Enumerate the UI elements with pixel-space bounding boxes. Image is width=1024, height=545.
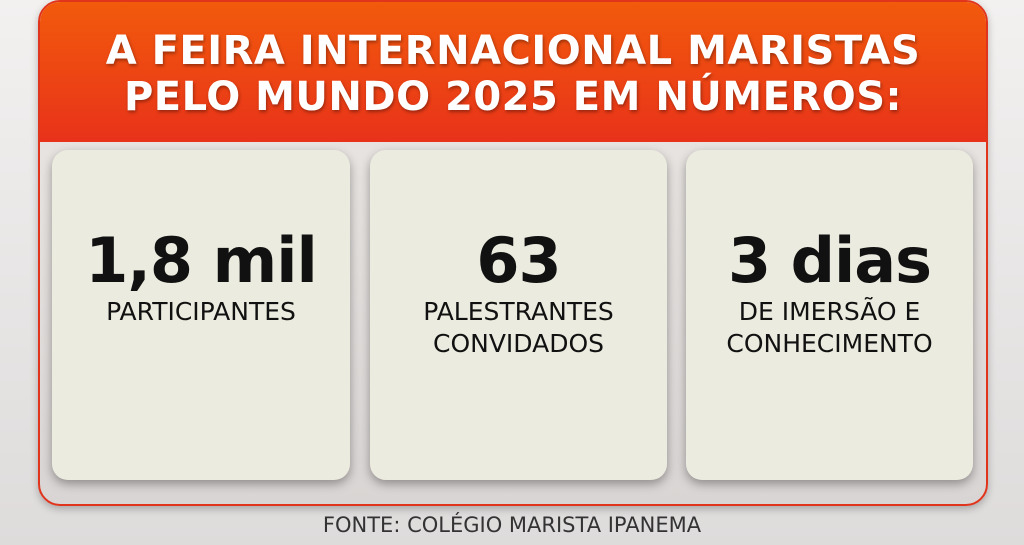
stat-value: 3 dias — [727, 224, 932, 297]
stat-card: 63 PALESTRANTES CONVIDADOS — [370, 150, 667, 480]
source-note: FONTE: COLÉGIO MARISTA IPANEMA — [322, 513, 702, 537]
infographic-frame: A FEIRA INTERNACIONAL MARISTAS PELO MUND… — [38, 0, 988, 506]
header: A FEIRA INTERNACIONAL MARISTAS PELO MUND… — [40, 2, 986, 142]
title-line: A FEIRA INTERNACIONAL MARISTAS — [105, 28, 921, 74]
stat-card: 1,8 mil PARTICIPANTES — [52, 150, 350, 480]
stat-value: 1,8 mil — [85, 224, 318, 297]
stat-value: 63 — [476, 224, 561, 297]
title-line: PELO MUNDO 2025 EM NÚMEROS: — [123, 74, 903, 120]
stat-label: CONVIDADOS — [432, 329, 605, 358]
stat-label: CONHECIMENTO — [726, 329, 933, 358]
stat-label: DE IMERSÃO E — [738, 297, 921, 326]
stat-label: PALESTRANTES — [423, 297, 614, 326]
stat-card: 3 dias DE IMERSÃO E CONHECIMENTO — [686, 150, 973, 480]
stat-label: PARTICIPANTES — [106, 297, 296, 326]
